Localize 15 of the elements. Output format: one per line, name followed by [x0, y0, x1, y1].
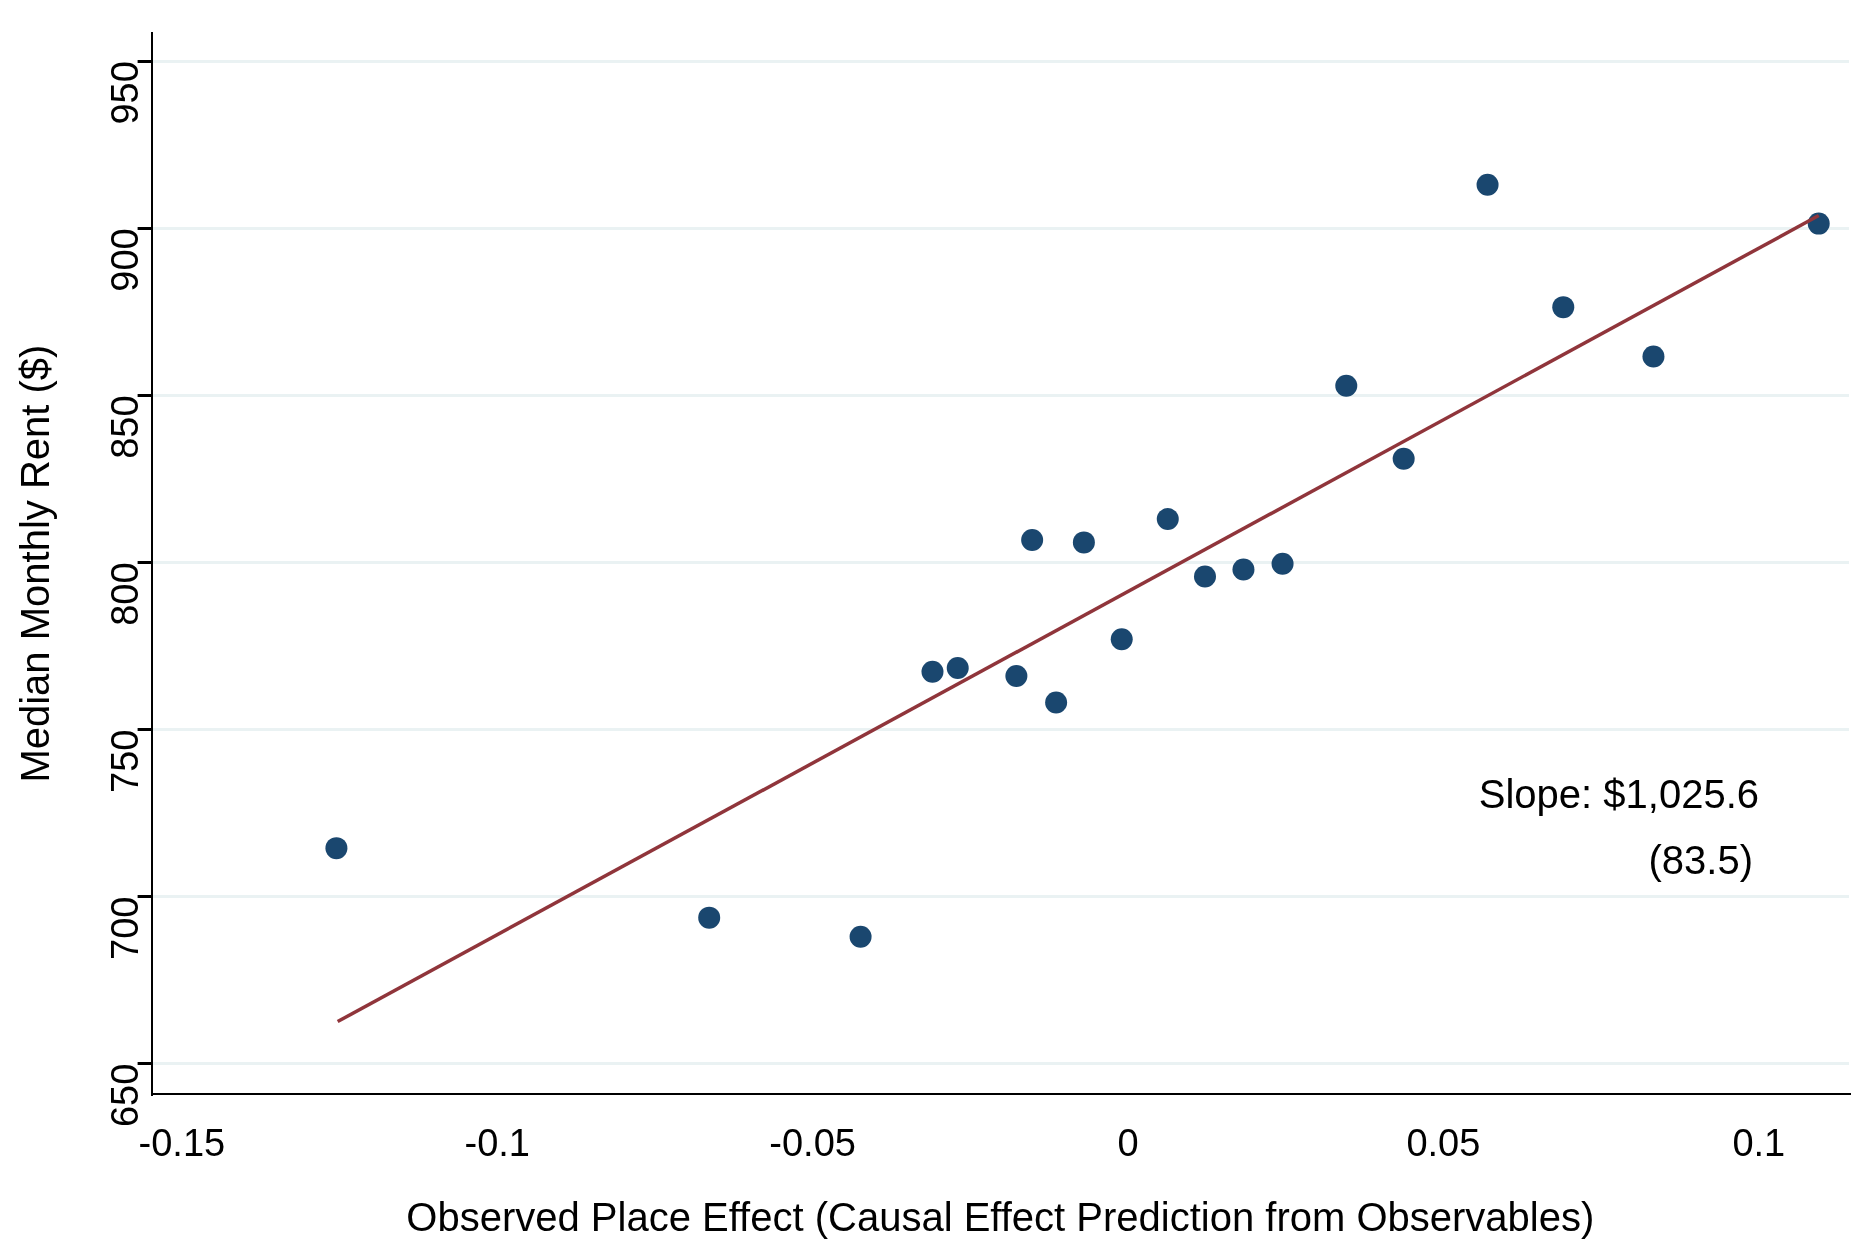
annotation: (83.5)	[1648, 838, 1753, 883]
x-tick-label: -0.05	[769, 1121, 856, 1164]
y-tick-label: 800	[104, 562, 147, 626]
x-axis-title: Observed Place Effect (Causal Effect Prediction from Observables)	[406, 1195, 1595, 1240]
annotation: Slope: $1,025.6	[1478, 772, 1759, 817]
y-tick-label: 850	[104, 395, 147, 459]
y-tick-label: 750	[104, 729, 147, 793]
y-tick-label: 900	[104, 228, 147, 292]
x-tick-label: 0.05	[1406, 1121, 1481, 1164]
y-axis-title: Median Monthly Rent ($)	[13, 344, 58, 783]
y-tick-label: 950	[104, 61, 147, 125]
y-tick-label: 700	[104, 896, 147, 960]
x-tick-label: 0.1	[1732, 1121, 1786, 1164]
x-tick-label: -0.1	[464, 1121, 530, 1164]
x-tick-label: 0	[1117, 1121, 1139, 1164]
